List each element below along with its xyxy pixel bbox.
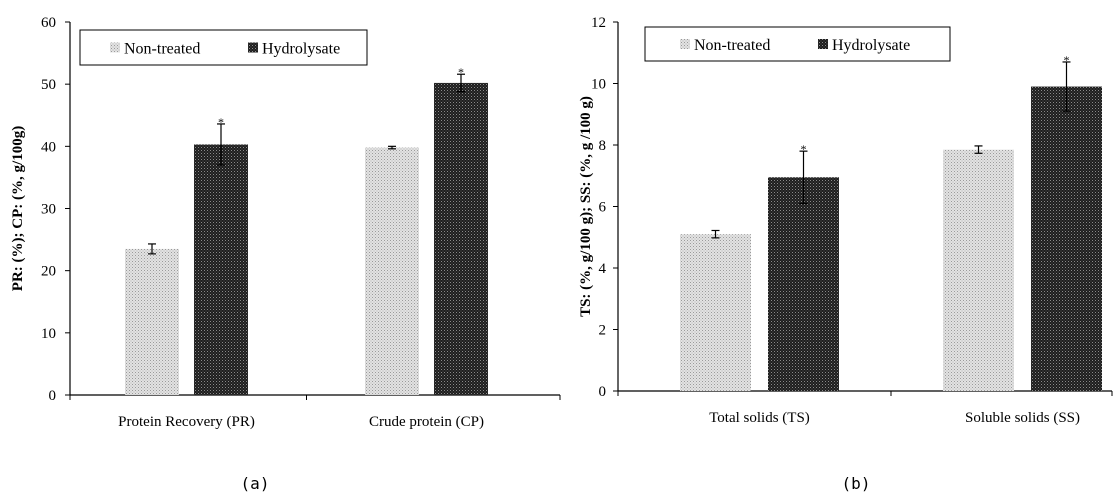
y-tick-label: 0 xyxy=(599,384,607,400)
y-tick-label: 0 xyxy=(49,388,57,404)
y-tick-label: 2 xyxy=(599,323,607,339)
legend-swatch xyxy=(680,39,690,49)
y-axis-label: TS: (%, g/100 g); SS: (%, g /100 g) xyxy=(578,96,594,317)
bar-non-treated-0 xyxy=(125,248,179,395)
bar-non-treated-0 xyxy=(680,234,751,391)
y-tick-label: 8 xyxy=(599,138,607,154)
legend-box xyxy=(644,26,951,62)
y-tick-label: 40 xyxy=(41,139,56,155)
y-tick-label: 30 xyxy=(41,202,56,218)
y-tick-label: 10 xyxy=(591,77,606,93)
bar-hydrolysate-0 xyxy=(194,144,248,395)
legend-swatch xyxy=(248,42,258,53)
bar-hydrolysate-1 xyxy=(1031,86,1102,391)
bar-hydrolysate-0 xyxy=(768,177,839,391)
bar-non-treated-1 xyxy=(943,149,1014,391)
category-label: Total solids (TS) xyxy=(709,410,810,426)
category-label: Soluble solids (SS) xyxy=(965,410,1080,426)
y-tick-label: 6 xyxy=(599,200,607,216)
legend-swatch xyxy=(110,42,120,53)
significance-marker: * xyxy=(801,142,807,156)
chart-b: 0 2 4 6 8 10 12 TS: (%, g/100 g); SS: (%, g /10… xyxy=(578,15,1113,493)
significance-marker: * xyxy=(1064,53,1070,67)
legend-label: Hydrolysate xyxy=(262,41,340,58)
category-label: Crude protein (CP) xyxy=(369,414,484,430)
significance-marker: * xyxy=(458,65,464,79)
y-tick-label: 60 xyxy=(41,15,56,31)
y-tick-label: 12 xyxy=(591,15,606,31)
y-tick-label: 50 xyxy=(41,77,56,93)
legend-swatch xyxy=(818,39,828,49)
legend-box xyxy=(79,29,368,66)
chart-a: 0 10 20 30 40 50 60 PR: (%); CP: (%, g/100g) * Pr… xyxy=(10,15,561,493)
y-tick-label: 4 xyxy=(599,261,607,277)
y-tick-label: 20 xyxy=(41,264,56,280)
legend-label: Non-treated xyxy=(124,41,200,58)
bar-non-treated-1 xyxy=(365,147,419,395)
legend-label: Non-treated xyxy=(694,37,770,54)
y-axis-label: PR: (%); CP: (%, g/100g) xyxy=(10,126,26,291)
bar-hydrolysate-1 xyxy=(434,82,488,395)
category-label: Protein Recovery (PR) xyxy=(118,414,255,430)
y-tick-label: 10 xyxy=(41,326,56,342)
panel-label: (a) xyxy=(241,474,270,493)
panel-label: (b) xyxy=(842,474,871,493)
legend-label: Hydrolysate xyxy=(832,37,910,54)
significance-marker: * xyxy=(218,115,224,129)
